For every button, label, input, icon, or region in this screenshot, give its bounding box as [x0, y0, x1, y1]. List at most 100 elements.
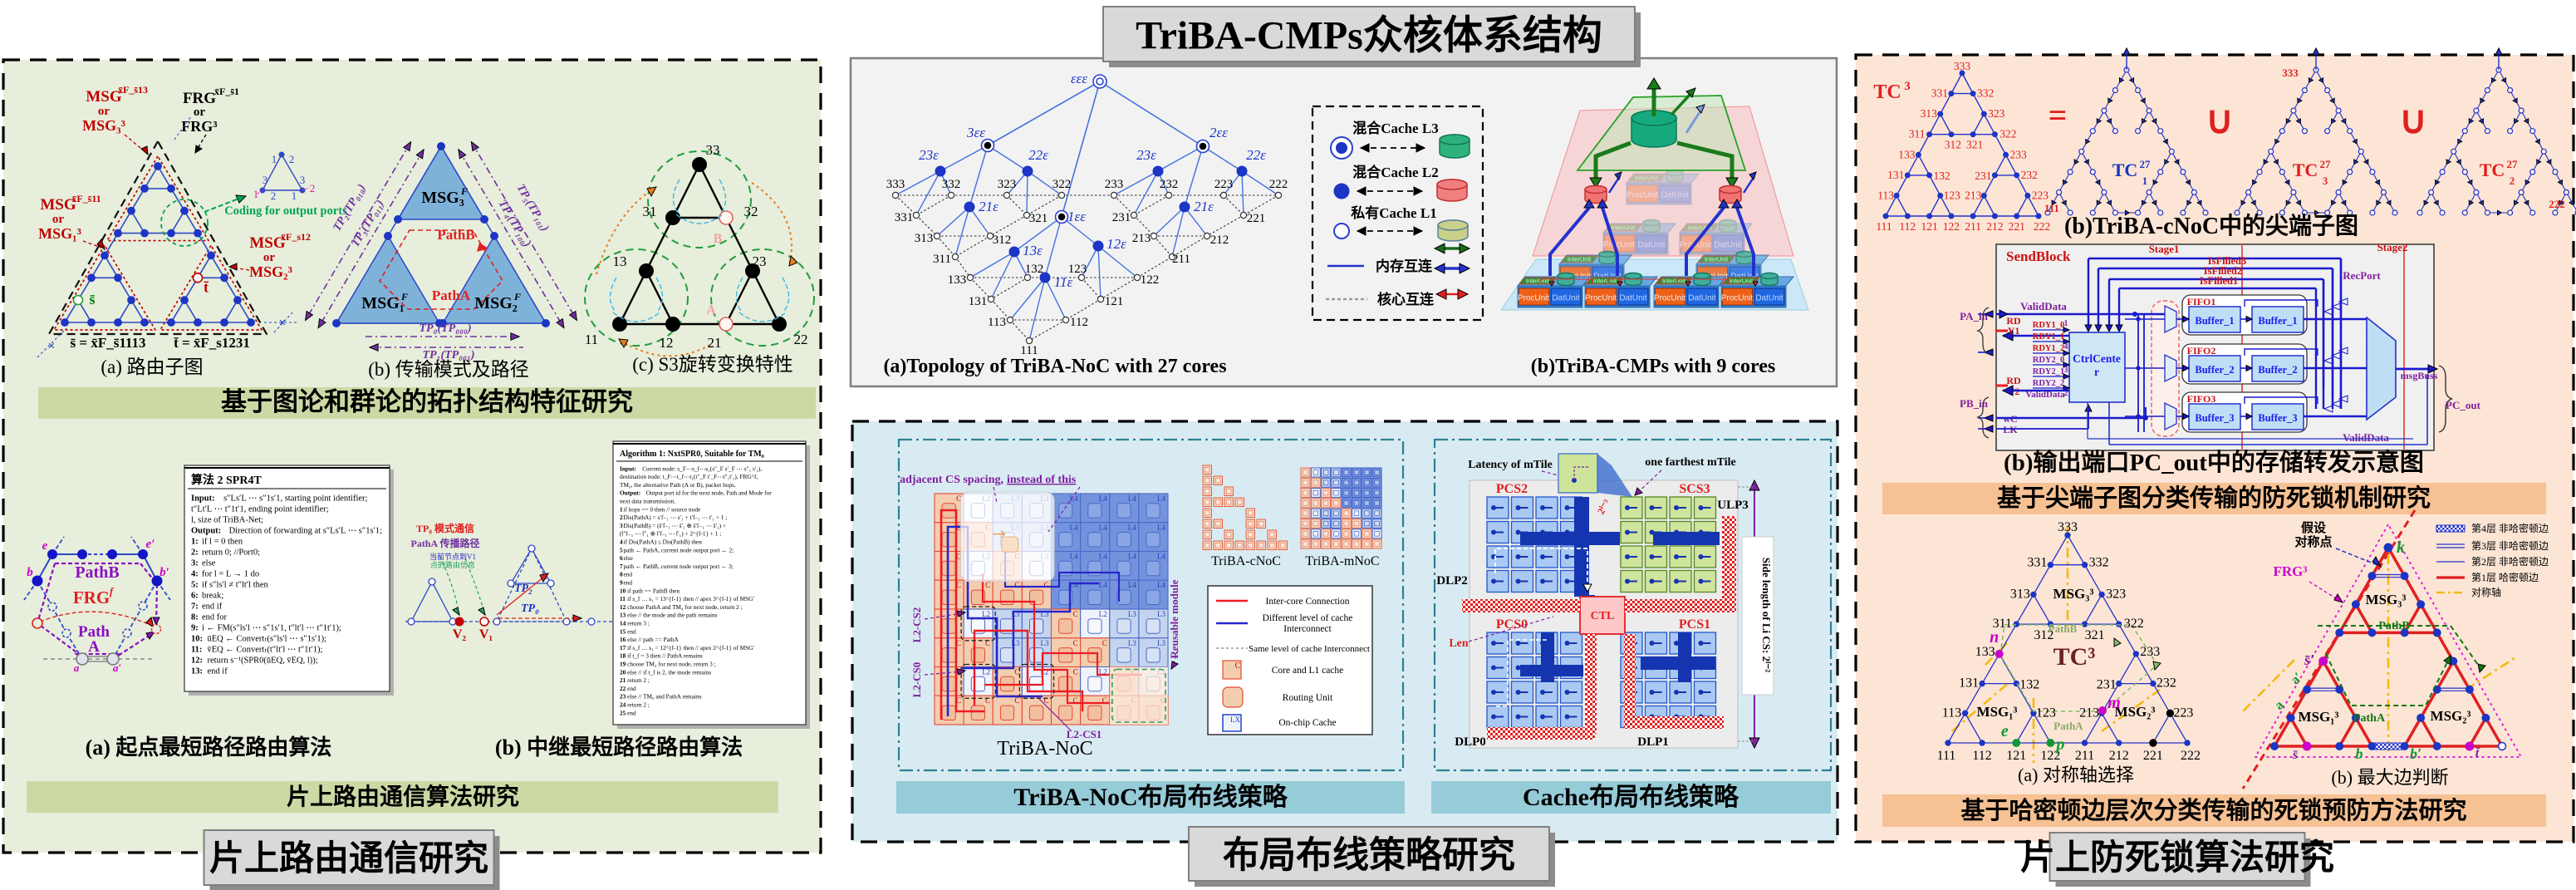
- svg-text:else // the mode and: else // the mode and the path remains: [627, 612, 718, 619]
- svg-text:ProcUnit: ProcUnit: [1603, 241, 1636, 250]
- svg-text:ProcUnit: ProcUnit: [1721, 294, 1754, 303]
- svg-text:(c) S3旋转变换特性: (c) S3旋转变换特性: [632, 354, 793, 375]
- svg-text:else: else // path == PathA: [627, 636, 679, 643]
- svg-text:RecPort: RecPort: [2343, 269, 2381, 282]
- svg-text:L2: L2: [982, 668, 990, 676]
- svg-text:3εε: 3εε: [966, 125, 985, 140]
- svg-text:112: 112: [1070, 316, 1088, 329]
- svg-text:PathA 传播路径: PathA 传播路径: [410, 537, 479, 549]
- svg-text:Buffer_2: Buffer_2: [2195, 364, 2234, 376]
- svg-text:InterUnit: InterUnit: [1526, 278, 1550, 285]
- svg-text:12: 12: [660, 335, 674, 351]
- svg-text:PathB: PathB: [437, 227, 474, 243]
- svg-text:x̄F_s̄1: x̄F_s̄1: [214, 86, 239, 97]
- svg-text:Cache布局布线策略: Cache布局布线策略: [1523, 783, 1739, 811]
- svg-text:TC: TC: [2112, 160, 2138, 180]
- svg-text:27: 27: [2140, 158, 2152, 170]
- svg-text:11ε: 11ε: [1054, 274, 1073, 290]
- svg-text:11:: 11:: [191, 646, 202, 655]
- svg-text:C: C: [985, 581, 990, 589]
- svg-text:121: 121: [2006, 749, 2026, 763]
- svg-text:11: 11: [585, 332, 598, 347]
- svg-text:111: 111: [2044, 202, 2059, 214]
- svg-text:next data transmission.: next data transmission.: [620, 498, 675, 505]
- svg-text:132: 132: [1933, 170, 1950, 182]
- svg-text:b′: b′: [159, 566, 169, 579]
- svg-text:(a)Topology of TriBA-NoC with: (a)Topology of TriBA-NoC with 27 cores: [883, 356, 1226, 377]
- svg-text:return 2 ;: return 2 ;: [627, 701, 650, 709]
- svg-text:C: C: [1073, 696, 1078, 705]
- svg-text:L4: L4: [1157, 553, 1165, 561]
- svg-text:假设: 假设: [2301, 520, 2326, 535]
- svg-text:∪: ∪: [2206, 99, 2234, 141]
- svg-text:3: 3: [2323, 175, 2328, 187]
- svg-text:21: 21: [708, 335, 722, 351]
- svg-text:C: C: [1073, 639, 1078, 647]
- svg-text:IsFilled2: IsFilled2: [2204, 265, 2243, 277]
- svg-text:L4: L4: [1128, 581, 1136, 589]
- svg-text:MSG₁³: MSG₁³: [1977, 704, 2018, 720]
- svg-text:L3: L3: [1157, 639, 1165, 647]
- svg-text:s̄′: s̄′: [2304, 652, 2314, 668]
- svg-text:InterUnit: InterUnit: [1688, 224, 1712, 232]
- svg-text:2: 2: [2510, 175, 2515, 187]
- svg-text:331: 331: [1931, 87, 1948, 100]
- svg-text:ValidData: ValidData: [2020, 300, 2067, 312]
- svg-text:or: or: [263, 251, 276, 264]
- svg-text:332: 332: [2089, 556, 2109, 570]
- svg-text:FRG: FRG: [183, 90, 216, 107]
- svg-text:TriBA-NoC: TriBA-NoC: [997, 738, 1092, 760]
- svg-text:b′: b′: [2410, 745, 2421, 762]
- svg-text:RDY1_2: RDY1_2: [2033, 344, 2065, 353]
- svg-text:313: 313: [1921, 107, 1938, 120]
- svg-text:end: end: [627, 627, 636, 635]
- svg-text:231: 231: [1112, 211, 1131, 224]
- svg-text:return 3 ;: return 3 ;: [627, 620, 650, 627]
- svg-text:19: 19: [620, 661, 626, 668]
- svg-text:TriBA-cNoC: TriBA-cNoC: [1211, 554, 1281, 568]
- svg-text:Routing Unit: Routing Unit: [1283, 693, 1333, 703]
- svg-text:C: C: [1102, 696, 1107, 705]
- svg-text:if l = 0 then: if l = 0 then: [202, 538, 243, 547]
- svg-text:InterUnit: InterUnit: [1593, 278, 1617, 285]
- svg-text:if t_f = 3 then: if t_f = 3 then // PathA remains: [627, 652, 703, 660]
- svg-text:221: 221: [2009, 220, 2025, 233]
- svg-text:ProcUnit: ProcUnit: [1627, 191, 1659, 200]
- svg-text:212: 212: [1210, 234, 1229, 247]
- svg-text:4: 4: [2064, 342, 2068, 352]
- svg-text:片上路由通信研究: 片上路由通信研究: [209, 839, 488, 878]
- svg-text:x̄F_s12: x̄F_s12: [281, 231, 311, 243]
- svg-text:Path: Path: [78, 623, 110, 641]
- svg-text:L4: L4: [1157, 524, 1165, 532]
- svg-text:DatUnit: DatUnit: [1552, 294, 1580, 303]
- svg-text:(b)TriBA-cNoC中的尖端子图: (b)TriBA-cNoC中的尖端子图: [2064, 212, 2358, 239]
- svg-text:20: 20: [620, 668, 626, 676]
- svg-text:✕: ✕: [47, 342, 55, 352]
- svg-text:r: r: [2094, 366, 2099, 378]
- svg-text:L4: L4: [1128, 553, 1136, 561]
- svg-text:15: 15: [620, 627, 626, 635]
- svg-text:Buffer_2: Buffer_2: [2258, 364, 2297, 376]
- svg-text:5: 5: [620, 546, 623, 553]
- svg-text:PCS0: PCS0: [1496, 617, 1528, 632]
- svg-text:322: 322: [1999, 128, 2016, 140]
- svg-text:or: or: [194, 106, 206, 119]
- svg-text:(b) 传输模式及路径: (b) 传输模式及路径: [368, 359, 529, 380]
- svg-text:ULP3: ULP3: [1717, 499, 1749, 512]
- svg-text:Y1: Y1: [2008, 325, 2020, 337]
- svg-text:332: 332: [942, 178, 961, 191]
- svg-text:ProcUnit: ProcUnit: [1654, 294, 1686, 303]
- svg-text:10: 10: [620, 587, 626, 594]
- svg-text:312: 312: [2034, 628, 2053, 642]
- svg-text:24: 24: [620, 701, 626, 709]
- svg-text:L2-CS1: L2-CS1: [1067, 728, 1102, 740]
- svg-text:end for: end for: [202, 613, 228, 622]
- svg-text:313: 313: [915, 232, 934, 245]
- svg-text:IsFilled3: IsFilled3: [2208, 255, 2247, 267]
- svg-text:F: F: [513, 291, 521, 302]
- svg-text:C: C: [1043, 696, 1048, 705]
- svg-text:ProcUnit: ProcUnit: [1585, 294, 1617, 303]
- svg-text:233: 233: [2009, 148, 2027, 160]
- svg-text:1: 1: [2142, 175, 2148, 187]
- svg-text:(b)输出端口PC_out中的存储转发示意图: (b)输出端口PC_out中的存储转发示意图: [2004, 448, 2424, 476]
